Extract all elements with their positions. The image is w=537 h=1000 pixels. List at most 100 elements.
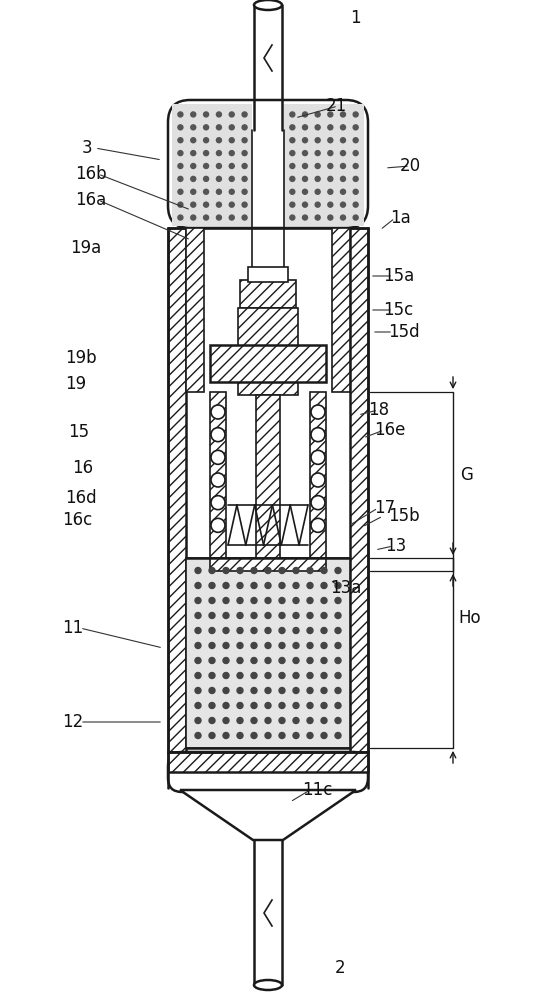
Circle shape: [279, 732, 285, 738]
Circle shape: [229, 163, 234, 168]
Circle shape: [237, 702, 243, 708]
Circle shape: [321, 582, 327, 588]
Circle shape: [209, 582, 215, 588]
Circle shape: [335, 582, 341, 588]
Bar: [240, 280, 296, 308]
Circle shape: [229, 112, 234, 117]
Text: 16c: 16c: [62, 511, 92, 529]
Circle shape: [237, 643, 243, 648]
Circle shape: [353, 189, 358, 194]
Circle shape: [191, 125, 196, 130]
Text: 2: 2: [335, 959, 346, 977]
Circle shape: [195, 582, 201, 588]
Circle shape: [353, 176, 358, 181]
Circle shape: [229, 189, 234, 194]
Circle shape: [307, 568, 313, 574]
Circle shape: [328, 202, 333, 207]
Circle shape: [302, 202, 308, 207]
Circle shape: [204, 163, 208, 168]
Circle shape: [265, 672, 271, 678]
Circle shape: [209, 732, 215, 738]
Circle shape: [290, 163, 295, 168]
Text: 1a: 1a: [390, 209, 411, 227]
Circle shape: [191, 112, 196, 117]
Circle shape: [242, 176, 247, 181]
Circle shape: [321, 688, 327, 694]
Circle shape: [216, 202, 221, 207]
Circle shape: [293, 672, 299, 678]
Circle shape: [204, 138, 208, 143]
Circle shape: [315, 189, 320, 194]
Circle shape: [307, 597, 313, 603]
Circle shape: [223, 597, 229, 603]
Bar: [168, 752, 368, 772]
Circle shape: [290, 189, 295, 194]
Circle shape: [265, 732, 271, 738]
Text: 1: 1: [350, 9, 361, 27]
Circle shape: [265, 597, 271, 603]
Circle shape: [191, 151, 196, 156]
Circle shape: [293, 643, 299, 648]
Bar: [210, 558, 326, 571]
Circle shape: [229, 125, 234, 130]
Circle shape: [335, 718, 341, 724]
Text: 16b: 16b: [75, 165, 107, 183]
Circle shape: [293, 597, 299, 603]
Text: 15: 15: [68, 423, 89, 441]
Circle shape: [321, 643, 327, 648]
Circle shape: [191, 163, 196, 168]
Circle shape: [209, 628, 215, 634]
Bar: [310, 392, 326, 558]
Circle shape: [237, 568, 243, 574]
Text: 15b: 15b: [388, 507, 419, 525]
Circle shape: [191, 176, 196, 181]
Circle shape: [251, 582, 257, 588]
Circle shape: [328, 176, 333, 181]
Circle shape: [321, 612, 327, 618]
Circle shape: [195, 702, 201, 708]
Circle shape: [290, 125, 295, 130]
Circle shape: [335, 628, 341, 634]
Bar: [350, 228, 368, 752]
Circle shape: [302, 176, 308, 181]
Circle shape: [340, 163, 345, 168]
Text: 15c: 15c: [383, 301, 413, 319]
Circle shape: [290, 176, 295, 181]
Circle shape: [242, 138, 247, 143]
Circle shape: [293, 718, 299, 724]
Polygon shape: [180, 790, 356, 840]
Circle shape: [195, 658, 201, 664]
Circle shape: [204, 112, 208, 117]
Circle shape: [279, 688, 285, 694]
Circle shape: [229, 215, 234, 220]
Circle shape: [340, 151, 345, 156]
Circle shape: [209, 688, 215, 694]
Circle shape: [191, 189, 196, 194]
Circle shape: [265, 643, 271, 648]
Circle shape: [251, 702, 257, 708]
Circle shape: [311, 405, 325, 419]
Circle shape: [328, 189, 333, 194]
Text: 19a: 19a: [70, 239, 101, 257]
Circle shape: [279, 582, 285, 588]
Ellipse shape: [254, 0, 282, 10]
Circle shape: [204, 176, 208, 181]
Circle shape: [321, 732, 327, 738]
Circle shape: [328, 215, 333, 220]
Circle shape: [353, 163, 358, 168]
Circle shape: [279, 568, 285, 574]
Circle shape: [223, 658, 229, 664]
Circle shape: [209, 672, 215, 678]
Text: G: G: [460, 466, 473, 484]
Bar: [210, 392, 226, 558]
Circle shape: [223, 732, 229, 738]
Circle shape: [315, 125, 320, 130]
Circle shape: [251, 597, 257, 603]
Circle shape: [353, 138, 358, 143]
Circle shape: [178, 138, 183, 143]
Circle shape: [229, 151, 234, 156]
Circle shape: [178, 202, 183, 207]
Circle shape: [302, 215, 308, 220]
Circle shape: [223, 628, 229, 634]
Circle shape: [307, 718, 313, 724]
